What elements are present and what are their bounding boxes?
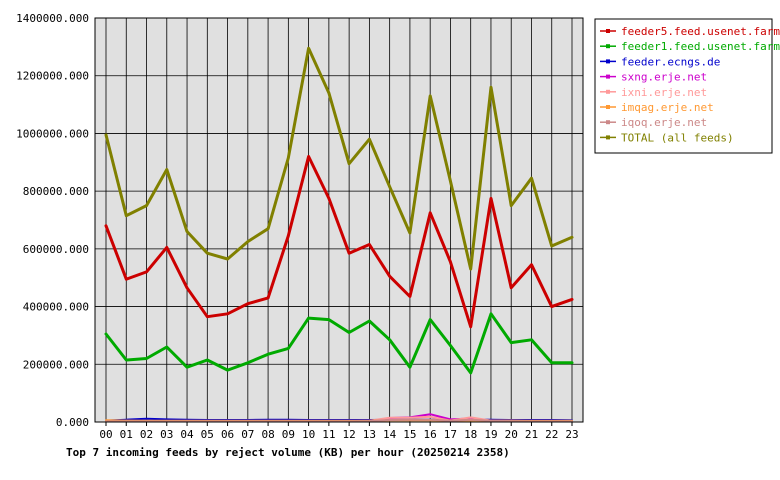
legend-box xyxy=(594,18,773,154)
legend-marker xyxy=(606,105,610,109)
x-tick-label: 19 xyxy=(484,428,497,441)
legend-marker xyxy=(606,59,610,64)
y-tick-label: 200000.000 xyxy=(23,358,89,371)
x-tick-label: 02 xyxy=(140,428,153,441)
x-tick-label: 23 xyxy=(565,428,578,441)
x-tick-label: 12 xyxy=(343,428,356,441)
series-line-feeder5-feed-usenet-farm xyxy=(104,155,574,329)
y-tick-label: 600000.000 xyxy=(23,243,89,256)
x-tick-label: 20 xyxy=(505,428,518,441)
plot-frame xyxy=(94,17,584,423)
plot-area xyxy=(95,18,583,422)
x-tick-label: 13 xyxy=(363,428,376,441)
x-tick-label: 21 xyxy=(525,428,538,441)
x-tick-label: 15 xyxy=(403,428,416,441)
x-tick-label: 05 xyxy=(201,428,214,441)
legend-marker xyxy=(606,44,610,49)
legend-label: feeder5.feed.usenet.farm xyxy=(621,25,780,38)
x-tick-label: 00 xyxy=(99,428,112,441)
series-lines xyxy=(104,46,574,423)
chart-title: Top 7 incoming feeds by reject volume (K… xyxy=(66,446,510,459)
y-tick-label: 1200000.000 xyxy=(16,70,89,83)
legend-label: imqag.erje.net xyxy=(621,101,714,114)
x-tick-label: 01 xyxy=(120,428,133,441)
legend-label: sxng.erje.net xyxy=(621,71,707,84)
x-tick-label: 16 xyxy=(424,428,437,441)
legend-marker xyxy=(606,74,610,79)
y-tick-labels: 0.000 200000.000 400000.000 600000.000 80000… xyxy=(16,12,89,429)
x-tick-label: 04 xyxy=(180,428,194,441)
legend-label: ixni.erje.net xyxy=(621,86,707,99)
y-tick-label: 1400000.000 xyxy=(16,12,89,25)
y-tick-label: 0.000 xyxy=(56,416,89,429)
x-tick-label: 22 xyxy=(545,428,558,441)
legend-label: feeder1.feed.usenet.farm xyxy=(621,40,780,53)
x-tick-labels: 00 01 02 03 04 05 06 07 08 09 10 11 12 13 14 15 16 17 18 19… xyxy=(99,422,579,441)
x-tick-label: 10 xyxy=(302,428,315,441)
x-tick-label: 07 xyxy=(241,428,254,441)
x-tick-label: 08 xyxy=(261,428,274,441)
x-tick-label: 18 xyxy=(464,428,477,441)
grid-lines xyxy=(95,17,583,423)
x-tick-label: 03 xyxy=(160,428,173,441)
legend: feeder5.feed.usenet.farm feeder1.feed.use… xyxy=(594,18,780,154)
legend-label: feeder.ecngs.de xyxy=(621,55,720,68)
x-tick-label: 06 xyxy=(221,428,234,441)
x-tick-label: 09 xyxy=(282,428,295,441)
series-line-iqoq-erje-net xyxy=(105,418,573,423)
series-line-total-all-feeds xyxy=(104,46,574,271)
legend-label: TOTAL (all feeds) xyxy=(621,131,734,144)
y-tick-label: 800000.000 xyxy=(23,185,89,198)
legend-label: iqoq.erje.net xyxy=(621,116,707,129)
legend-marker xyxy=(606,89,610,94)
legend-marker xyxy=(606,120,610,125)
y-tick-label: 1000000.000 xyxy=(16,127,89,140)
series-line-feeder1-feed-usenet-farm xyxy=(104,312,574,375)
legend-marker xyxy=(606,29,610,33)
y-tick-label: 400000.000 xyxy=(23,301,89,314)
x-tick-label: 11 xyxy=(322,428,335,441)
x-tick-label: 14 xyxy=(383,428,397,441)
x-tick-label: 17 xyxy=(444,428,457,441)
legend-marker xyxy=(606,135,610,140)
